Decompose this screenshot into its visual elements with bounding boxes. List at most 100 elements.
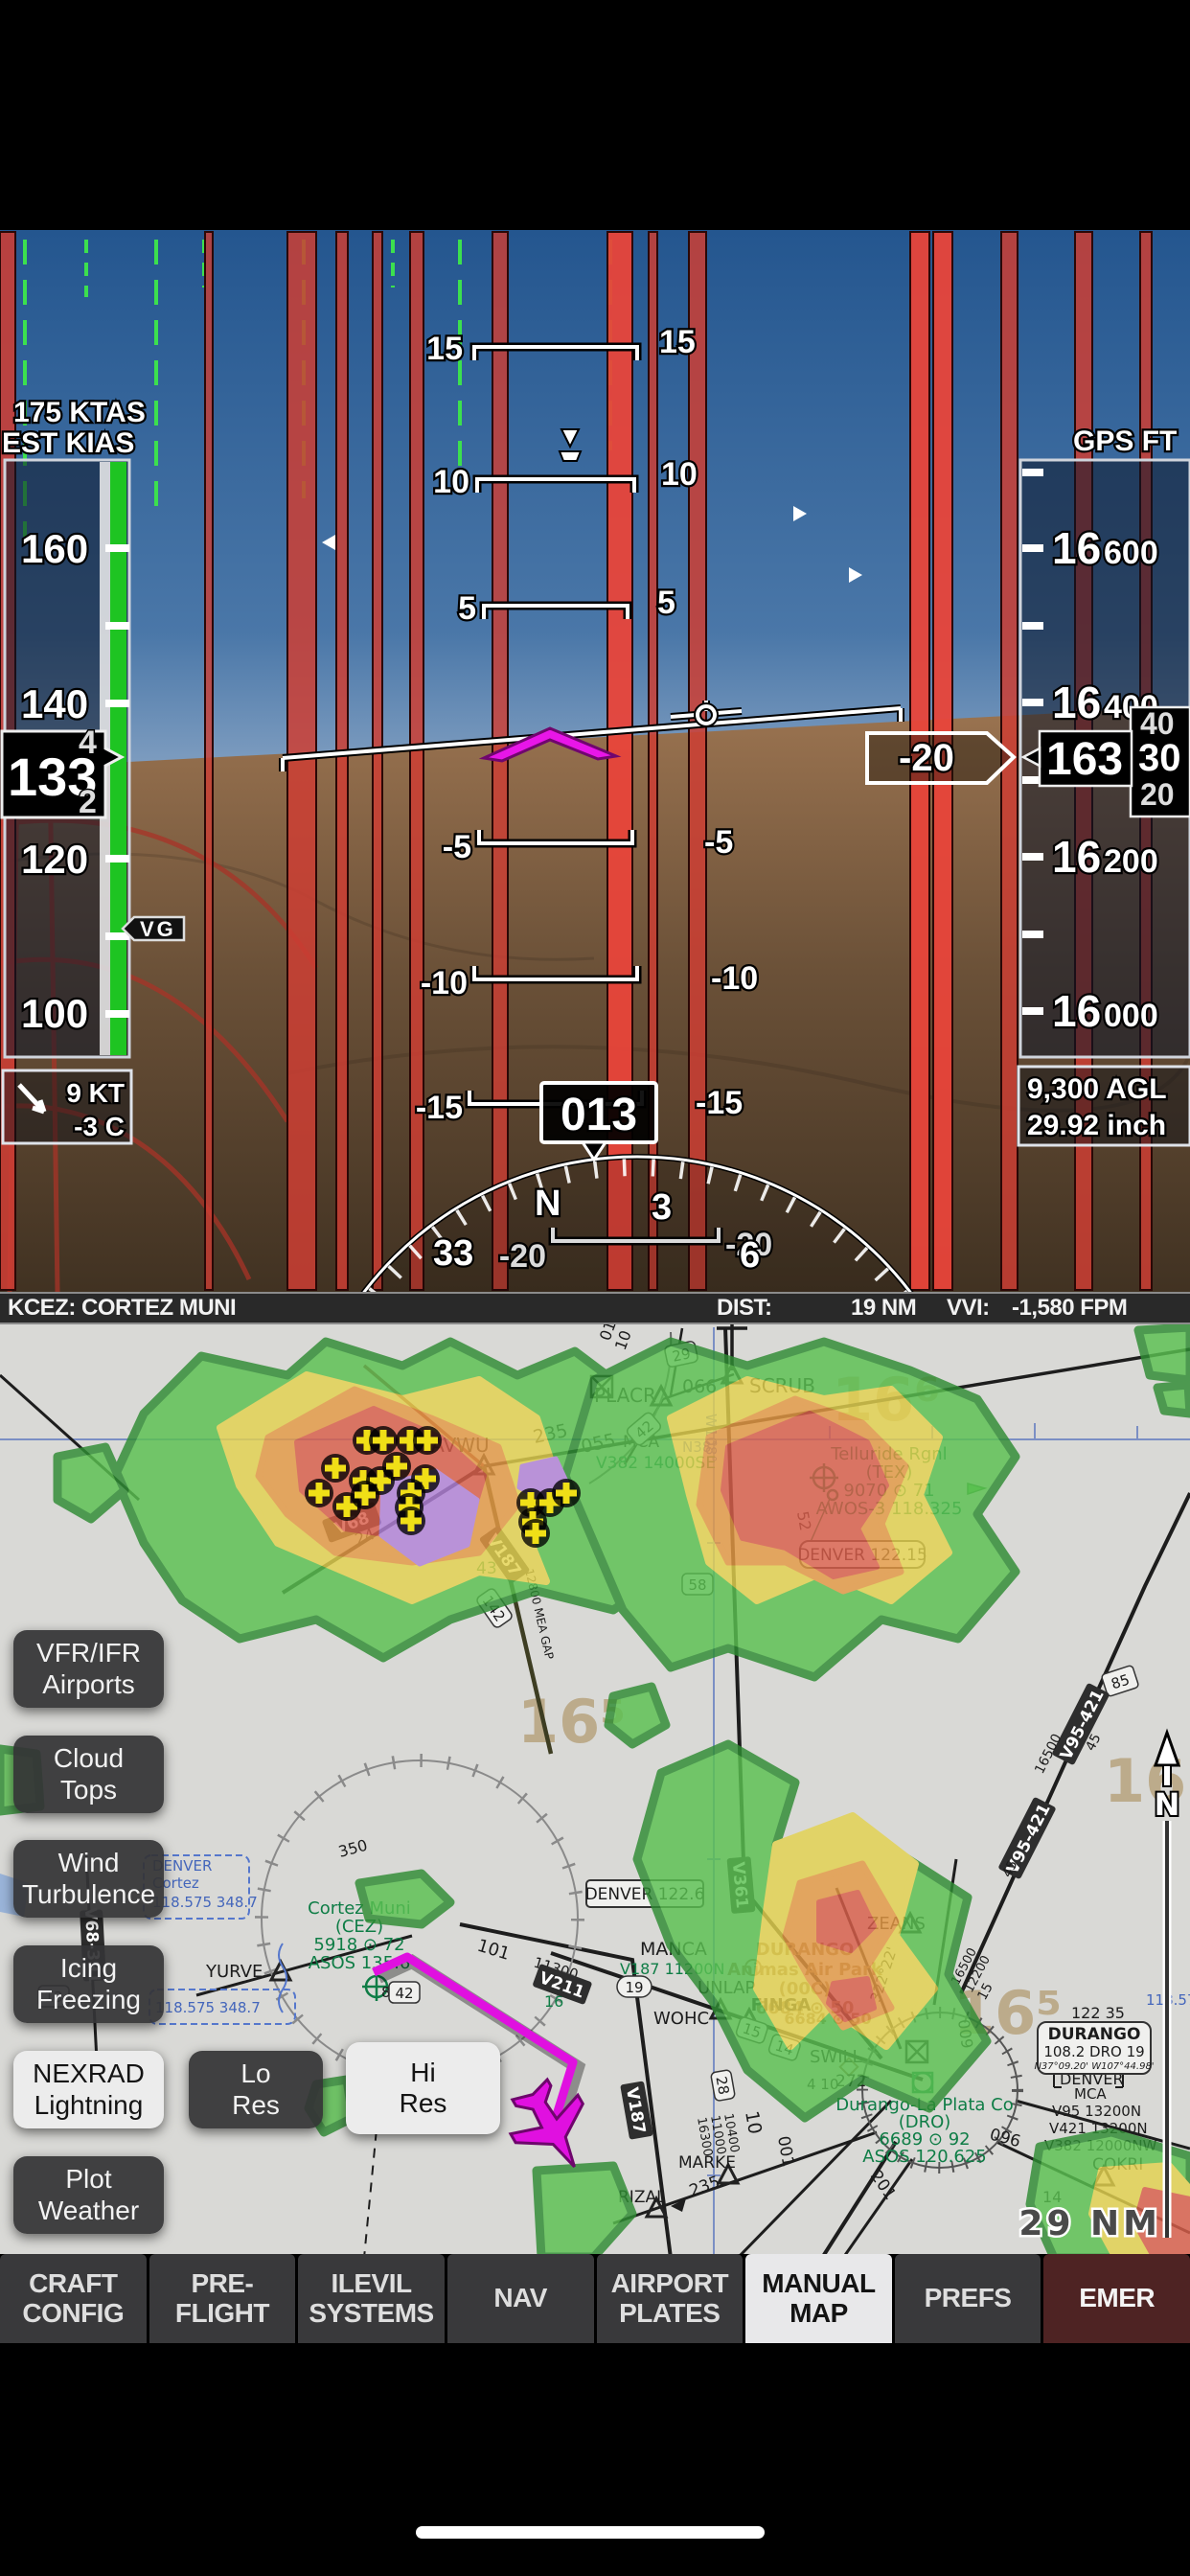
lo-res-button[interactable]: Lo Res [189, 2051, 323, 2128]
tab-airport-plates[interactable]: AIRPORT PLATES [596, 2254, 744, 2343]
radial-label: 350 [336, 1836, 369, 1861]
synthetic-vision-pfd[interactable]: 15 15 10 10 5 5 -5 -5 -10 -10 -15 -15 -2… [0, 230, 1190, 1292]
alt-tick: 16 [1052, 986, 1101, 1036]
navaid-box-coords: N37°09.20' W107°44.98' [1034, 2061, 1154, 2072]
layer-button-plot-weather[interactable]: Plot Weather [13, 2156, 164, 2234]
wind-readout: 9 KT [66, 1078, 125, 1108]
radial-label: 45 [1083, 1732, 1104, 1754]
sectional-chart[interactable]: 16⁶ 16⁵ 16⁵ 16 W108° N38° [0, 1322, 1190, 2258]
alt-label: 16300 [694, 2116, 715, 2157]
airspeed-tape: 175 KTAS EST KIAS 160 140 120 100 133 4 … [0, 395, 186, 1145]
pitch-label: -15 [696, 1085, 743, 1121]
airport-freq: ASOS 120.625 [862, 2147, 987, 2167]
compass-rose: N 3 33 6 013 [360, 1081, 914, 1292]
fss-freq: 118.575 348.7 [152, 1894, 258, 1911]
tab-emer[interactable]: EMER [1043, 2254, 1190, 2343]
alt-scroll-20: 20 [1140, 777, 1175, 812]
airspeed-scroll-up: 4 [79, 724, 97, 761]
mca-label: MCA [1074, 2085, 1107, 2103]
ownship-aircraft-icon [508, 2077, 585, 2169]
airport-elev: 5918 ⊙ 72 [313, 1935, 404, 1955]
layer-button-wind-turbulence[interactable]: Wind Turbulence [13, 1840, 164, 1918]
home-indicator[interactable] [416, 2526, 765, 2539]
agl-readout: 9,300 AGL [1027, 1073, 1167, 1105]
alt-tick: 000 [1104, 998, 1158, 1034]
north-label: N [1155, 1786, 1180, 1823]
compass-6-label: 6 [740, 1235, 760, 1276]
kias-label: EST KIAS [2, 427, 134, 459]
pitch-label: 15 [426, 331, 463, 367]
fss-label: DENVER [152, 1857, 212, 1874]
radial-label: 201 [866, 2167, 900, 2203]
mileage-box: 28 [712, 2075, 732, 2096]
map-scale-label: 29 NM [1018, 2204, 1161, 2243]
freq-label: 122 35 [1071, 2004, 1125, 2022]
mca-label: V95 13200N [1052, 2103, 1141, 2120]
layer-button-vfr-ifr-airports[interactable]: VFR/IFR Airports [13, 1630, 164, 1708]
fix-label: YURVE [205, 1962, 263, 1982]
flight-plan-route [372, 1952, 586, 2126]
pitch-label: 5 [458, 590, 476, 627]
airport-id: (DRO) [899, 2112, 951, 2132]
radial-label: 45 [999, 1858, 1020, 1880]
mileage-box: 85 [1109, 1670, 1132, 1692]
tab-ilevil-systems[interactable]: ILEVIL SYSTEMS [298, 2254, 445, 2343]
speed-tick-120: 120 [21, 837, 88, 882]
alt-scroll-30: 30 [1138, 737, 1181, 779]
radial-label: 15 [974, 1981, 995, 2003]
tab-pre-flight[interactable]: PRE- FLIGHT [149, 2254, 296, 2343]
compass-n-label: N [535, 1184, 561, 1224]
alt-tick: 16 [1052, 523, 1101, 573]
pitch-label: 5 [657, 585, 675, 621]
layer-button-nexrad-lightning[interactable]: NEXRAD Lightning [13, 2051, 164, 2128]
navaid-box-freq: 108.2 DRO 19 [1043, 2043, 1144, 2060]
pitch-label: 10 [433, 464, 469, 500]
pitch-label: -10 [711, 960, 758, 997]
airspeed-scroll-down: 2 [79, 784, 97, 820]
vg-speed-flag: VG [140, 917, 176, 941]
tab-nav[interactable]: NAV [446, 2254, 594, 2343]
tab-prefs[interactable]: PREFS [894, 2254, 1041, 2343]
tab-craft-config[interactable]: CRAFT CONFIG [0, 2254, 147, 2343]
layer-button-cloud-tops[interactable]: Cloud Tops [13, 1736, 164, 1813]
altitude-units-label: GPS FT [1073, 426, 1177, 457]
radial-label: 001 [773, 2134, 797, 2168]
airspeed-readout: 133 [8, 747, 97, 807]
pitch-ladder: 15 15 10 10 5 5 -5 -5 -10 -10 -15 -15 -2… [414, 322, 775, 1277]
pitch-label: -10 [421, 965, 468, 1001]
alt-tick: 16 [1052, 678, 1101, 727]
pitch-label: -20 [499, 1238, 546, 1275]
fss-freq: 118.575 348.7 [155, 1999, 261, 2016]
tab-manual-map[interactable]: MANUAL MAP [745, 2254, 892, 2343]
oat-readout: -3 C [74, 1112, 125, 1141]
radial-label: 8 [381, 1984, 391, 2001]
radial-label: 235 [687, 2173, 722, 2201]
hi-res-button[interactable]: Hi Res [346, 2042, 500, 2134]
radial-label: 16 [544, 1992, 563, 2011]
baro-readout: 29.92 inch [1027, 1110, 1166, 1141]
speed-tick-140: 140 [21, 681, 88, 726]
heading-readout: 013 [561, 1090, 637, 1140]
dist-value: 19 NM [851, 1295, 917, 1321]
fix-label: WOHC [653, 2009, 709, 2029]
fix-label: MARKE [678, 2153, 736, 2173]
vvi-label: VVI: [947, 1295, 990, 1321]
destination-readout: KCEZ: CORTEZ MUNI [8, 1295, 237, 1321]
dist-label: DIST: [717, 1295, 772, 1321]
compass-3-label: 3 [652, 1187, 672, 1228]
bottom-tab-bar: CRAFT CONFIG PRE- FLIGHT ILEVIL SYSTEMS … [0, 2254, 1190, 2343]
alt-label: 10400 [721, 2112, 742, 2153]
roll-pointer [558, 428, 583, 462]
layer-button-icing-freezing[interactable]: Icing Freezing [13, 1945, 164, 2023]
alt-label: 11000 [707, 2114, 728, 2155]
vsi-readout: -20 [899, 737, 954, 779]
pitch-label: 10 [661, 456, 698, 493]
airport-elev: 6689 ⊙ 92 [879, 2129, 970, 2150]
horizon-line [279, 704, 904, 771]
compass-33-label: 33 [433, 1233, 473, 1274]
vvi-value: -1,580 FPM [1012, 1295, 1128, 1321]
alt-tick: 200 [1104, 843, 1158, 880]
tas-readout: 175 KTAS [13, 397, 146, 428]
pitch-label: 15 [659, 324, 696, 360]
